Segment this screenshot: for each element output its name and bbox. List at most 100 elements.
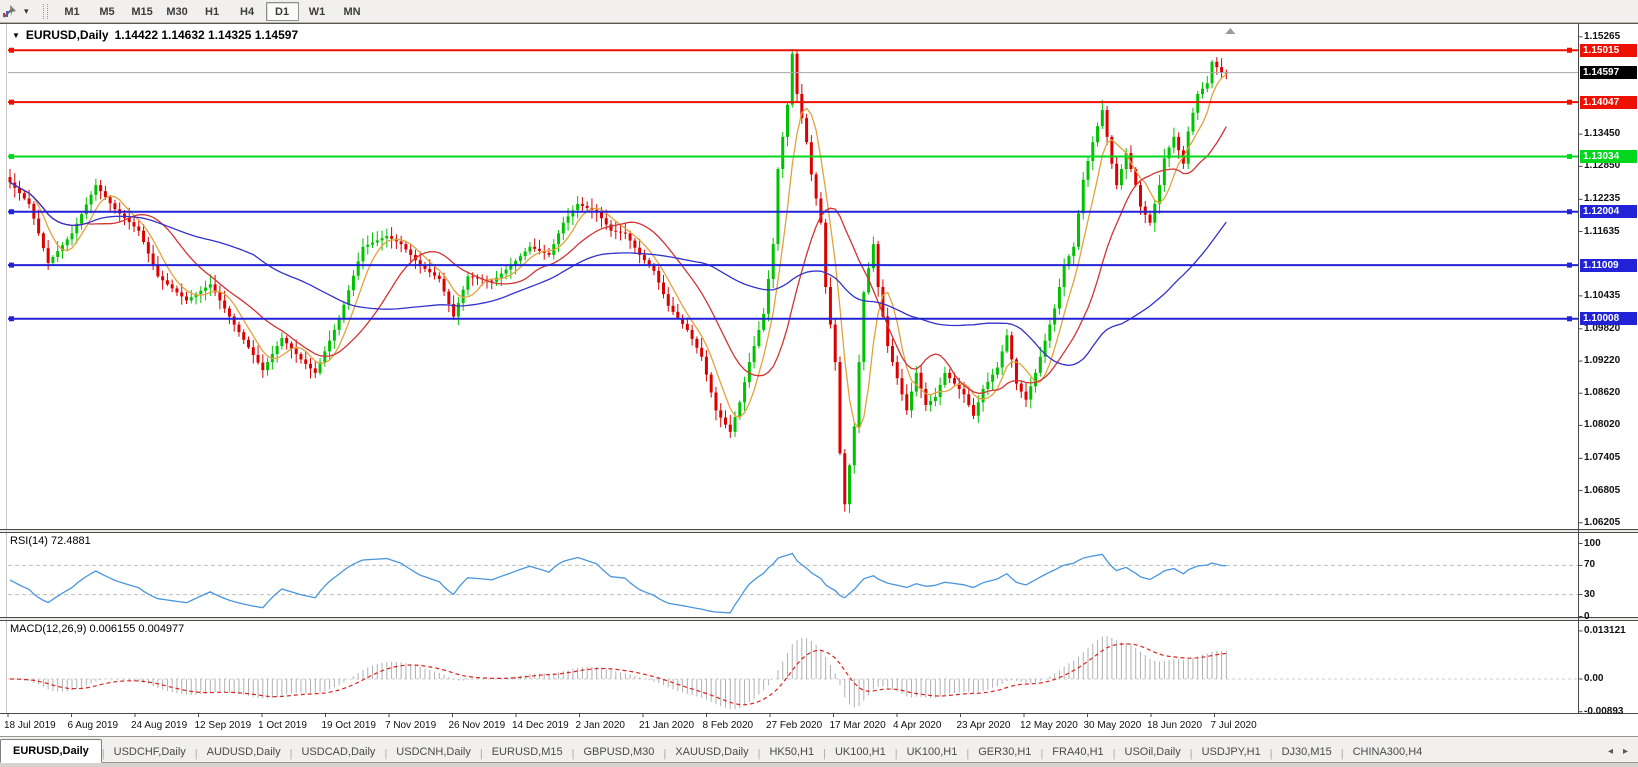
price-axis-tick: 1.07405: [1584, 452, 1621, 464]
level-price-badge: 1.14047: [1580, 95, 1637, 109]
price-axis-tick: 1.10435: [1584, 289, 1621, 301]
timeframe-toolbar: ▾ M1 M5 M15 M30 H1 H4 D1 W1 MN: [0, 0, 1638, 23]
chart-tab-audusd-daily[interactable]: AUDUSD,Daily: [206, 746, 281, 758]
price-axis-tick: 1.11635: [1584, 225, 1620, 237]
rsi-axis-tick: 30: [1584, 588, 1596, 600]
tab-separator: |: [823, 748, 826, 760]
tab-scroll-left-icon[interactable]: ◂: [1607, 746, 1613, 757]
macd-axis-tick: 0.013121: [1584, 624, 1626, 636]
chart-tab-bar: EURUSD,Daily | USDCHF,Daily | AUDUSD,Daily | U…: [0, 736, 1638, 763]
date-axis-tick: 12 May 2020: [1020, 720, 1078, 731]
main-chart-canvas[interactable]: [0, 24, 1638, 737]
date-axis-tick: 7 Jul 2020: [1210, 720, 1257, 731]
chart-tab-hk50-h1[interactable]: HK50,H1: [769, 746, 815, 758]
level-price-badge: 1.11009: [1580, 258, 1637, 272]
chart-title: ▼ EURUSD,Daily 1.14422 1.14632 1.14325 1…: [12, 28, 298, 42]
chart-tab-usdchf-daily[interactable]: USDCHF,Daily: [113, 746, 186, 758]
chart-tab-gbpusd-m30[interactable]: GBPUSD,M30: [583, 746, 655, 758]
price-axis-tick: 1.12850: [1584, 160, 1621, 172]
rsi-indicator-label: RSI(14) 72.4881: [10, 535, 91, 547]
cursor-tool-button[interactable]: ▾: [0, 0, 36, 22]
price-axis-tick: 1.12235: [1584, 193, 1621, 205]
timeframe-button-d1[interactable]: D1: [265, 1, 299, 21]
price-axis-tick: 1.13450: [1584, 128, 1621, 140]
rsi-axis-tick: 0: [1584, 610, 1590, 622]
date-axis-tick: 14 Dec 2019: [512, 720, 569, 731]
date-axis-tick: 7 Nov 2019: [385, 720, 437, 731]
rsi-axis-tick: 100: [1584, 537, 1601, 549]
date-axis-tick: 1 Oct 2019: [258, 720, 307, 731]
tool-dropdown-icon[interactable]: ▾: [24, 5, 29, 16]
tab-separator: |: [966, 748, 970, 760]
level-price-badge: 1.10008: [1580, 312, 1637, 326]
level-price-badge: 1.13034: [1580, 149, 1637, 163]
timeframe-button-h1[interactable]: H1: [205, 5, 220, 18]
chart-tab-uk100-h1[interactable]: UK100,H1: [906, 746, 958, 758]
chart-tab-usdcnh-daily[interactable]: USDCNH,Daily: [396, 746, 471, 758]
date-axis-tick: 30 May 2020: [1083, 720, 1142, 731]
chart-tab-dj30-m15[interactable]: DJ30,M15: [1281, 746, 1332, 758]
level-price-badge: 1.12004: [1580, 205, 1637, 219]
chart-tab-china300-h4[interactable]: CHINA300,H4: [1352, 746, 1423, 758]
timeframe-buttons: M1 M5 M15 M30 H1 H4 D1 W1 MN: [55, 1, 370, 21]
chart-tab-eurusd-daily[interactable]: EURUSD,Daily: [0, 739, 102, 763]
chart-title-ohlc: 1.14422 1.14632 1.14325 1.14597: [114, 28, 299, 42]
tab-separator: |: [663, 748, 667, 760]
timeframe-button-m1[interactable]: M1: [64, 5, 80, 18]
date-axis-tick: 23 Apr 2020: [956, 720, 1011, 731]
price-axis-tick: 1.09820: [1584, 322, 1621, 334]
chart-title-marker-icon[interactable]: ▼: [12, 30, 20, 40]
chart-title-symbol: EURUSD,Daily: [25, 28, 109, 42]
current-price-badge: 1.14597: [1580, 66, 1637, 80]
chart-window[interactable]: ▼ EURUSD,Daily 1.14422 1.14632 1.14325 1…: [0, 23, 1638, 737]
date-axis-tick: 26 Nov 2019: [448, 720, 506, 731]
macd-indicator-label: MACD(12,26,9) 0.006155 0.004977: [10, 623, 185, 635]
tab-separator: |: [1269, 748, 1273, 760]
chart-tab-fra40-h1[interactable]: FRA40,H1: [1052, 746, 1104, 758]
tab-separator: |: [571, 748, 575, 760]
chart-tab-usoil-daily[interactable]: USOil,Daily: [1124, 746, 1181, 758]
price-axis-tick: 1.08620: [1584, 387, 1621, 399]
chart-tab-usdjpy-h1[interactable]: USDJPY,H1: [1201, 746, 1261, 758]
date-axis-tick: 18 Jun 2020: [1147, 720, 1203, 731]
date-axis-tick: 6 Aug 2019: [67, 720, 119, 731]
macd-axis-tick: -0.00893: [1584, 705, 1624, 717]
tab-separator: |: [479, 748, 483, 760]
tab-separator: |: [1189, 748, 1193, 760]
date-axis-tick: 17 Mar 2020: [829, 720, 886, 731]
toolbar-grip[interactable]: [42, 3, 48, 19]
timeframe-button-mn[interactable]: MN: [343, 5, 361, 18]
tab-separator: |: [101, 748, 105, 760]
chart-tab-uk100-h1[interactable]: UK100,H1: [834, 746, 886, 758]
price-axis-tick: 1.09220: [1584, 355, 1621, 367]
chart-tab-usdcad-daily[interactable]: USDCAD,Daily: [301, 746, 376, 758]
cursor-tool-icon: [3, 5, 16, 18]
tab-separator: |: [289, 748, 293, 760]
tab-separator: |: [757, 748, 761, 760]
date-axis-tick: 4 Apr 2020: [893, 720, 942, 731]
tab-separator: |: [1112, 748, 1116, 760]
timeframe-button-m5[interactable]: M5: [99, 5, 115, 18]
tab-separator: |: [894, 748, 898, 760]
timeframe-button-w1[interactable]: W1: [308, 5, 326, 18]
date-axis-tick: 18 Jul 2019: [4, 720, 56, 731]
level-price-badge: 1.15015: [1580, 43, 1637, 57]
timeframe-button-m30[interactable]: M30: [166, 5, 188, 18]
timeframe-button-m15[interactable]: M15: [131, 5, 153, 18]
chart-tab-eurusd-m15[interactable]: EURUSD,M15: [491, 746, 563, 758]
price-axis-tick: 1.08020: [1584, 419, 1621, 431]
tab-separator: |: [194, 748, 198, 760]
tab-separator: |: [1040, 748, 1044, 760]
chart-tab-ger30-h1[interactable]: GER30,H1: [978, 746, 1032, 758]
timeframe-button-h4[interactable]: H4: [240, 5, 255, 18]
tab-scroll-right-icon[interactable]: ▸: [1622, 746, 1628, 757]
date-axis-tick: 2 Jan 2020: [575, 720, 626, 731]
macd-axis-tick: 0.00: [1584, 673, 1604, 684]
price-axis-tick: 1.06205: [1584, 516, 1621, 528]
date-axis-tick: 27 Feb 2020: [766, 720, 823, 731]
date-axis-tick: 8 Feb 2020: [702, 720, 754, 731]
chart-tab-xauusd-daily[interactable]: XAUUSD,Daily: [675, 746, 749, 758]
tab-separator: |: [1340, 748, 1344, 760]
date-axis-tick: 12 Sep 2019: [194, 720, 252, 731]
